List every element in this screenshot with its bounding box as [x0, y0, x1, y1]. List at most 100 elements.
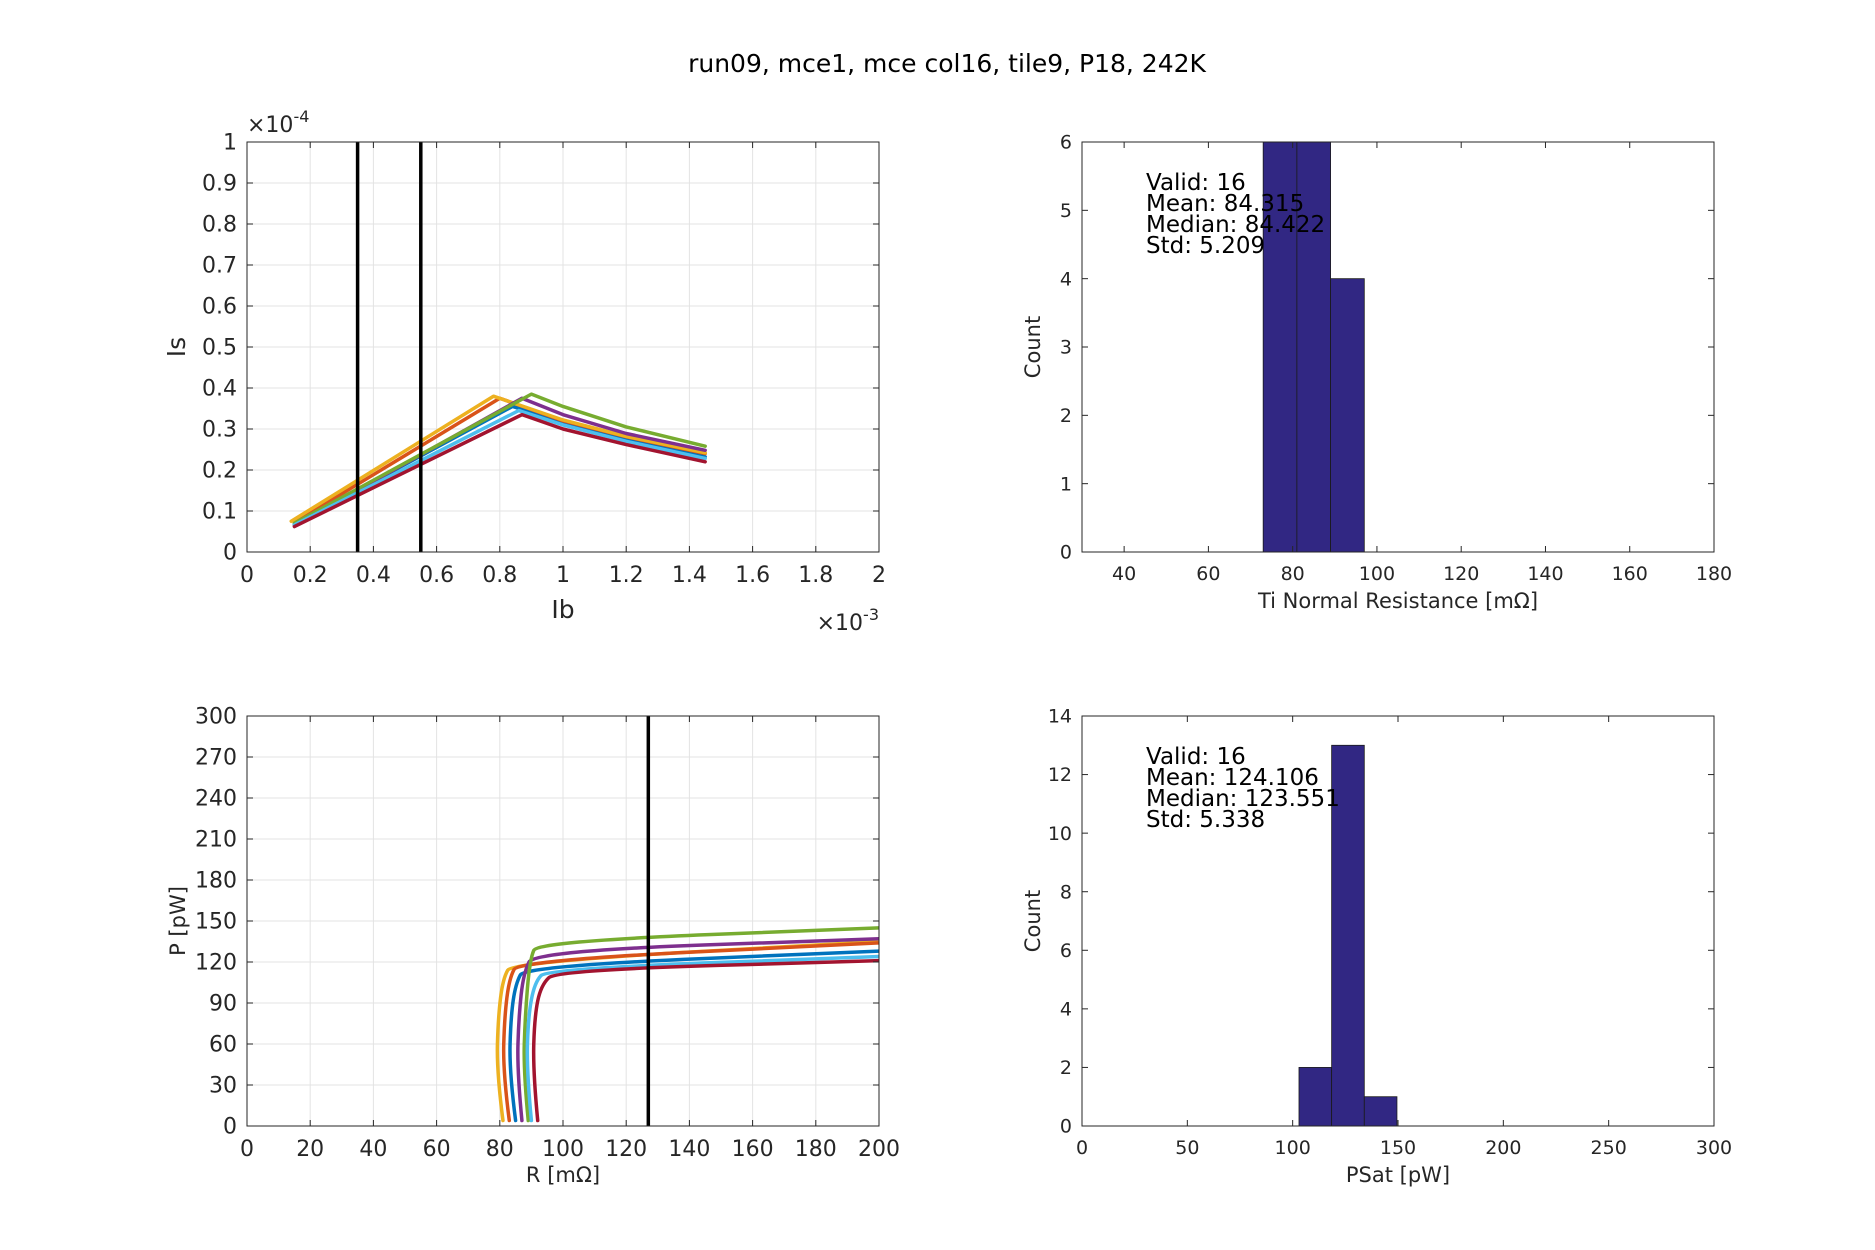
chart-prs-series-line: [516, 937, 879, 1123]
chart-ivs-ytick-label: 0.8: [202, 213, 237, 238]
chart-ivs-ytick-label: 0.5: [202, 336, 237, 361]
chart-rn_hist-ytick-label: 0: [1060, 542, 1072, 564]
chart-ivs-series-line: [292, 408, 707, 527]
chart-rn_hist-bar: [1262, 141, 1298, 553]
chart-ivs-ytick-label: 0.3: [202, 418, 237, 443]
chart-rn_hist-ytick-label: 5: [1060, 200, 1072, 222]
chart-rn_hist-xtick-label: 60: [1196, 563, 1220, 585]
chart-ivs-series-line: [289, 394, 707, 523]
chart-psat_hist-ytick-label: 10: [1048, 823, 1072, 845]
chart-prs-xtick-label: 100: [542, 1137, 584, 1162]
chart-ivs-xtick-label: 0.6: [419, 563, 454, 588]
chart-prs-series-line: [508, 949, 879, 1123]
chart-ivs-ytick-label: 0: [223, 541, 237, 566]
chart-rn_hist-xtick-label: 80: [1281, 563, 1305, 585]
chart-rn_hist-stats-line: Valid: 16: [1146, 170, 1246, 196]
chart-rn_hist-xtick-label: 120: [1443, 563, 1479, 585]
chart-prs-xtick-label: 200: [858, 1137, 900, 1162]
chart-psat_hist-ylabel: Count: [1021, 890, 1045, 952]
chart-rn_hist-stats-line: Median: 84.422: [1146, 212, 1325, 238]
chart-ivs-ytick-label: 0.1: [202, 500, 237, 525]
chart-psat_hist-ytick-label: 8: [1060, 881, 1072, 903]
chart-ivs-ytick-label: 0.2: [202, 459, 237, 484]
chart-prs-series-line: [531, 958, 879, 1123]
chart-rn_hist-stats-line: Mean: 84.315: [1146, 191, 1304, 217]
chart-ivs-xtick-label: 1: [556, 563, 570, 588]
chart-psat_hist-xtick-label: 50: [1175, 1137, 1199, 1159]
chart-prs-xtick-label: 120: [605, 1137, 647, 1162]
chart-rn_hist-ytick-label: 2: [1060, 405, 1072, 427]
chart-prs-ytick-label: 0: [223, 1115, 237, 1140]
chart-psat_hist-xtick-label: 0: [1076, 1137, 1088, 1159]
chart-prs-ytick-label: 180: [195, 869, 237, 894]
chart-psat_hist-ytick-label: 0: [1060, 1116, 1072, 1138]
chart-rn_hist-xlabel: Ti Normal Resistance [mΩ]: [1257, 589, 1538, 613]
chart-rn_hist-xtick-label: 140: [1527, 563, 1563, 585]
chart-prs-xtick-label: 140: [668, 1137, 710, 1162]
chart-psat_hist-stats-line: Median: 123.551: [1146, 786, 1340, 812]
chart-prs-xtick-label: 40: [359, 1137, 387, 1162]
chart-rn_hist-ytick-label: 6: [1060, 132, 1072, 154]
power-vs-resistance-plot: 0 20 40 60 80 100 120 140 160 180 200 0 30 60 90 120 150…: [166, 705, 900, 1187]
chart-psat_hist-ytick-label: 4: [1060, 999, 1072, 1021]
chart-psat_hist-ytick-label: 14: [1048, 706, 1072, 728]
chart-ivs-series-line: [292, 412, 707, 529]
chart-rn_hist-xtick-label: 180: [1696, 563, 1732, 585]
chart-prs-series-line: [501, 941, 879, 1123]
chart-ivs-y-exponent: ×10-4: [247, 107, 309, 138]
chart-psat_hist-xlabel: PSat [pW]: [1346, 1163, 1450, 1187]
chart-psat_hist-plot-area: [1082, 716, 1714, 1126]
chart-ivs-xtick-label: 0.2: [293, 563, 328, 588]
chart-prs-series-line: [525, 954, 879, 1123]
chart-rn_hist-ylabel: Count: [1021, 316, 1045, 378]
chart-rn_hist-xtick-label: 100: [1359, 563, 1395, 585]
chart-prs-ylabel: P [pW]: [166, 886, 190, 956]
chart-ivs-ytick-label: 0.4: [202, 377, 237, 402]
figure-title: run09, mce1, mce col16, tile9, P18, 242K: [688, 49, 1206, 78]
chart-prs-xtick-label: 160: [732, 1137, 774, 1162]
chart-ivs-ytick-label: 0.7: [202, 254, 237, 279]
chart-psat_hist-xtick-label: 250: [1591, 1137, 1627, 1159]
chart-prs-ytick-label: 300: [195, 705, 237, 730]
chart-prs-ytick-label: 60: [209, 1033, 237, 1058]
chart-psat_hist-ytick-label: 12: [1048, 764, 1072, 786]
chart-ivs-ytick-label: 1: [223, 131, 237, 156]
chart-psat_hist-bar: [1331, 744, 1365, 1127]
chart-ivs-xlabel: Ib: [551, 595, 574, 624]
chart-rn_hist-xtick-label: 40: [1112, 563, 1136, 585]
chart-prs-series-line: [522, 926, 879, 1123]
chart-ivs-xtick-label: 1.6: [735, 563, 770, 588]
chart-ivs-xtick-label: 0.4: [356, 563, 391, 588]
chart-rn_hist-bar: [1330, 278, 1365, 553]
chart-psat_hist-bar: [1298, 1067, 1333, 1127]
chart-psat_hist-stats-line: Std: 5.338: [1146, 807, 1265, 833]
chart-prs-ytick-label: 30: [209, 1074, 237, 1099]
chart-psat_hist-ytick-label: 2: [1060, 1057, 1072, 1079]
chart-prs-xtick-label: 80: [486, 1137, 514, 1162]
chart-rn_hist-ytick-label: 1: [1060, 473, 1072, 495]
chart-prs-ytick-label: 90: [209, 992, 237, 1017]
chart-prs-xlabel: R [mΩ]: [526, 1163, 600, 1187]
chart-rn_hist-ytick-label: 4: [1060, 268, 1072, 290]
iv-curves-plot: 0 0.2 0.4 0.6 0.8 1 1.2 1.4 1.6 1.8 2 0 0.1 0.2 0.3 0.4…: [162, 107, 886, 636]
chart-ivs-xtick-label: 1.4: [672, 563, 707, 588]
chart-ivs-series-line: [292, 392, 707, 526]
chart-prs-xtick-label: 0: [240, 1137, 254, 1162]
chart-prs-xtick-label: 60: [423, 1137, 451, 1162]
chart-ivs-xtick-label: 1.2: [609, 563, 644, 588]
chart-psat_hist-xtick-label: 100: [1275, 1137, 1311, 1159]
chart-prs-ytick-label: 120: [195, 951, 237, 976]
chart-prs-xtick-label: 20: [296, 1137, 324, 1162]
chart-prs-ytick-label: 270: [195, 746, 237, 771]
chart-ivs-xtick-label: 0: [240, 563, 254, 588]
chart-rn_hist-ytick-label: 3: [1060, 337, 1072, 359]
chart-rn_hist-stats-line: Std: 5.209: [1146, 233, 1265, 259]
normal-resistance-histogram: 40 60 80 100 120 140 160 180 0 1 2 3 4 5 6 Ti Normal Re…: [1021, 132, 1732, 613]
chart-psat_hist-xtick-label: 150: [1380, 1137, 1416, 1159]
chart-psat_hist-stats-line: Mean: 124.106: [1146, 765, 1319, 791]
chart-ivs-xtick-label: 1.8: [798, 563, 833, 588]
chart-prs-xtick-label: 180: [795, 1137, 837, 1162]
chart-ivs-ytick-label: 0.6: [202, 295, 237, 320]
chart-ivs-xtick-label: 0.8: [482, 563, 517, 588]
